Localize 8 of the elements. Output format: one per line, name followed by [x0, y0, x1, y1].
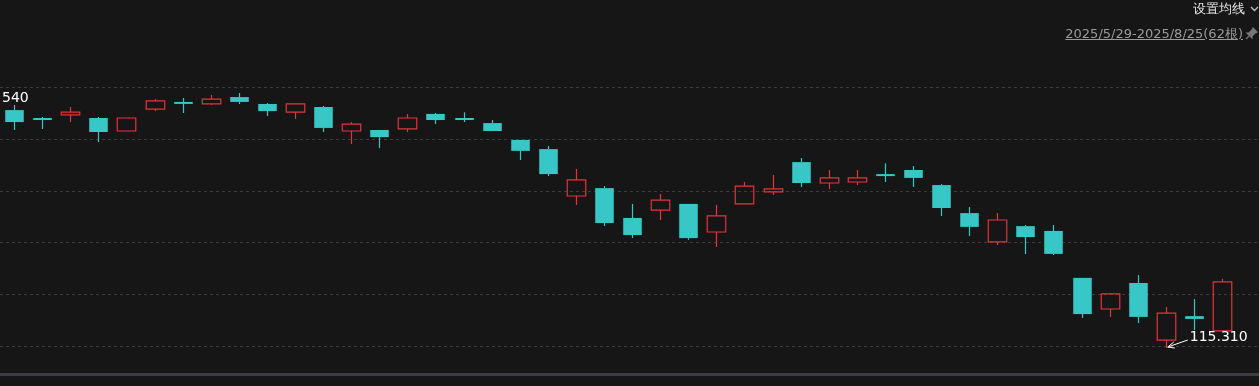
candlestick — [566, 168, 587, 206]
annotation: 540 — [2, 88, 29, 105]
chart-subtitle: 2025/5/29-2025/8/25(62根) — [1065, 25, 1243, 43]
text: 设置均线 — [1193, 0, 1245, 18]
candlestick — [679, 203, 698, 241]
candlestick — [706, 204, 727, 248]
candlestick — [1185, 298, 1204, 331]
annotation: 115.310 — [1189, 327, 1248, 344]
